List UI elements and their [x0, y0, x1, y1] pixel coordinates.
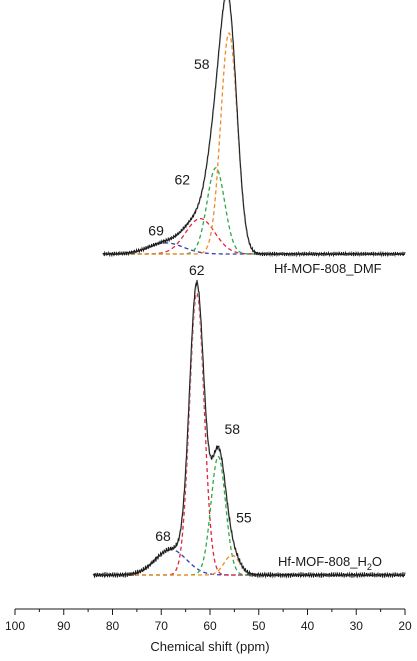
peak-label-62: 62 [189, 262, 205, 278]
x-tick-label-100: 100 [5, 619, 25, 633]
fit-components-dmf [102, 32, 274, 255]
peak-labels-dmf: 69625856 [148, 56, 210, 239]
x-axis-ticks: 100 90 80 70 60 50 40 30 20 [5, 609, 412, 633]
x-tick-label-30: 30 [350, 619, 364, 633]
x-tick-label-80: 80 [106, 619, 120, 633]
peak-label-68: 68 [155, 528, 171, 544]
x-axis-title: Chemical shift (ppm) [150, 639, 269, 654]
fit-component-56 [102, 32, 274, 255]
peak-label-69: 69 [148, 223, 164, 239]
x-tick-label-50: 50 [252, 619, 266, 633]
x-axis: 100 90 80 70 60 50 40 30 20 Chemical shift (ppm) [5, 608, 412, 654]
x-tick-label-70: 70 [155, 619, 169, 633]
peak-labels-h2o: 68 62 58 55 [155, 262, 252, 544]
panel-dmf: 69625856 Hf-MOF-808_DMF [102, 0, 406, 276]
sample-label-h2o-end: O [372, 554, 382, 569]
x-tick-label-60: 60 [203, 619, 217, 633]
fit-component-62 [93, 292, 274, 576]
peak-label-58: 58 [225, 421, 241, 437]
peak-label-62: 62 [175, 172, 191, 188]
peak-label-58: 58 [194, 56, 210, 72]
panel-h2o: 68 62 58 55 Hf-MOF-808_H2O [92, 262, 406, 579]
sample-label-h2o-main: Hf-MOF-808_H [278, 554, 367, 569]
experimental-spectrum-dmf [102, 0, 406, 258]
fit-envelope-dmf [102, 0, 405, 255]
x-tick-label-20: 20 [398, 619, 412, 633]
sample-label-h2o: Hf-MOF-808_H2O [278, 554, 382, 572]
x-tick-label-40: 40 [301, 619, 315, 633]
peak-label-55: 55 [236, 510, 252, 526]
x-tick-label-90: 90 [57, 619, 71, 633]
fit-envelope-h2o [93, 283, 405, 576]
sample-label-dmf: Hf-MOF-808_DMF [274, 261, 382, 276]
fit-components-h2o [93, 292, 274, 576]
experimental-spectrum-h2o [92, 279, 406, 579]
sample-label-h2o-subscript: 2 [367, 562, 372, 572]
